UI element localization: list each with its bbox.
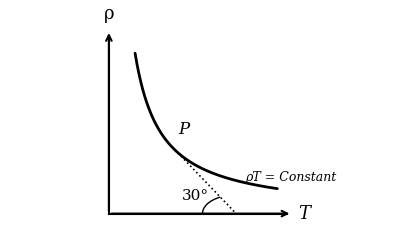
Text: P: P bbox=[178, 121, 189, 138]
Text: 30°: 30° bbox=[181, 189, 209, 203]
Text: ρ: ρ bbox=[104, 5, 114, 23]
Text: ρT = Constant: ρT = Constant bbox=[245, 171, 337, 184]
Text: T: T bbox=[298, 205, 310, 223]
